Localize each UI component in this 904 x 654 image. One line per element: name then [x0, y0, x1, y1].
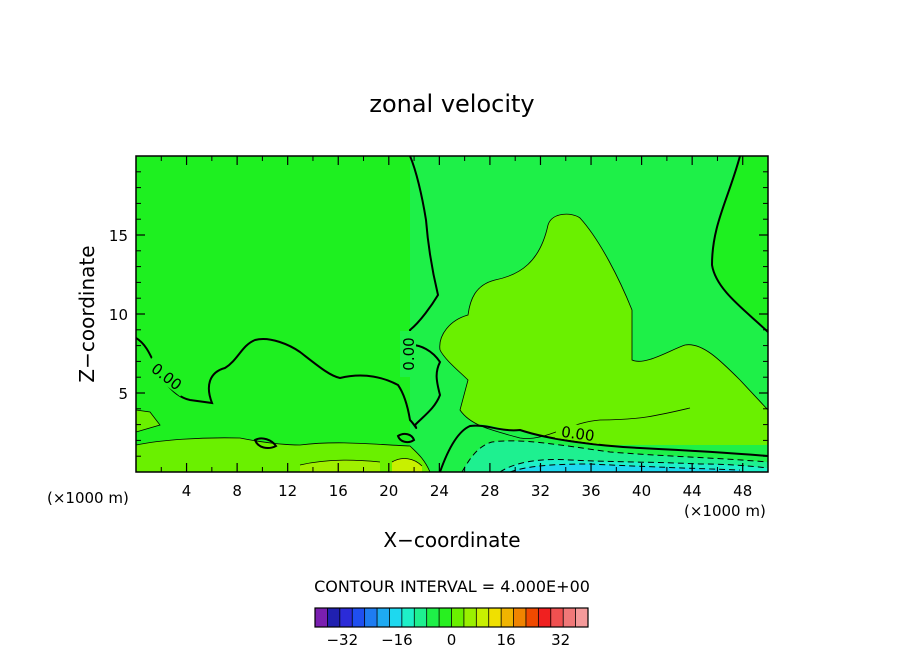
colorbar-tick-label: −32 [326, 631, 358, 649]
colorbar: −32 −16 0 16 32 [314, 607, 589, 649]
contour-4-c [439, 349, 691, 439]
colorbar-tick-label: −16 [381, 631, 413, 649]
contour-8-a [299, 459, 381, 466]
colorbar-swatch [426, 608, 440, 627]
y-tick-label: 5 [118, 385, 128, 403]
chart-title: zonal velocity [369, 90, 534, 118]
contour-neg4 [461, 440, 768, 472]
contours-positive [136, 213, 768, 472]
x-tick-label: 32 [531, 482, 550, 500]
colorbar-swatch [463, 608, 477, 627]
colorbar-frame [314, 607, 589, 628]
y-tick-label: 10 [109, 306, 128, 324]
x-tick-label: 24 [430, 482, 449, 500]
x-tick-label: 28 [480, 482, 499, 500]
contour-zero-blob-a [253, 437, 278, 449]
colorbar-tick-label: 16 [497, 631, 516, 649]
region-8-to-12-a [300, 460, 380, 472]
contour-zero-lower [439, 424, 768, 472]
colorbar-swatch [525, 608, 539, 627]
colorbar-swatch [414, 608, 428, 627]
contours-negative [461, 440, 768, 472]
colorbar-swatch [352, 608, 366, 627]
colorbar-swatch [339, 608, 353, 627]
contour-neg8 [499, 459, 768, 472]
colorbar-tick-label: 0 [447, 631, 457, 649]
x-tick-label: 40 [632, 482, 651, 500]
contour-label-right: 0.00 [560, 423, 596, 445]
colorbar-swatch [575, 608, 589, 627]
colorbar-swatch [327, 608, 341, 627]
x-tick-label: 8 [232, 482, 242, 500]
colorbar-swatch [389, 608, 403, 627]
colorbar-swatch [550, 608, 564, 627]
colorbar-swatch [315, 608, 328, 627]
zero-contours [136, 156, 768, 472]
contour-4-b [439, 213, 768, 411]
colorbar-swatch [513, 608, 527, 627]
x-tick-label: 44 [683, 482, 702, 500]
colorbar-swatch [364, 608, 378, 627]
contour-zero-right [710, 156, 768, 333]
contour-zero-main [136, 156, 442, 429]
x-tick-label: 4 [182, 482, 192, 500]
x-tick-label: 48 [733, 482, 752, 500]
y-axis-label: Z−coordinate [75, 245, 99, 382]
colorbar-swatch [563, 608, 577, 627]
colorbar-swatch [401, 608, 415, 627]
contour-4-d [136, 437, 431, 472]
colorbar-swatch [501, 608, 515, 627]
x-unit-left: (×1000 m) [47, 489, 129, 507]
contour-4-a [136, 409, 161, 433]
colorbar-tick-label: 32 [551, 631, 570, 649]
y-tick-label: 15 [109, 227, 128, 245]
x-tick-label: 36 [581, 482, 600, 500]
colorbar-swatch [451, 608, 465, 627]
region-4-to-8-b [439, 214, 768, 445]
contour-zero-blob-b [396, 432, 416, 444]
colorbar-swatch [488, 608, 502, 627]
contour-field: 0.00 0.00 0.00 [136, 156, 768, 472]
contour-interval-label: CONTOUR INTERVAL = 4.000E+00 [314, 577, 590, 596]
colorbar-swatch [377, 608, 390, 627]
x-axis-label: X−coordinate [383, 528, 520, 552]
colorbar-swatch [439, 608, 452, 627]
x-unit-right: (×1000 m) [684, 502, 766, 520]
contour-neg12 [509, 463, 741, 472]
x-tick-label: 16 [329, 482, 348, 500]
region-neg16-to-neg12 [510, 464, 740, 472]
contour-8-b [391, 458, 423, 467]
x-tick-label: 20 [379, 482, 398, 500]
x-tick-label: 12 [278, 482, 297, 500]
colorbar-swatch [538, 608, 552, 627]
colorbar-swatch [476, 608, 490, 627]
contour-label-center: 0.00 [400, 337, 418, 370]
